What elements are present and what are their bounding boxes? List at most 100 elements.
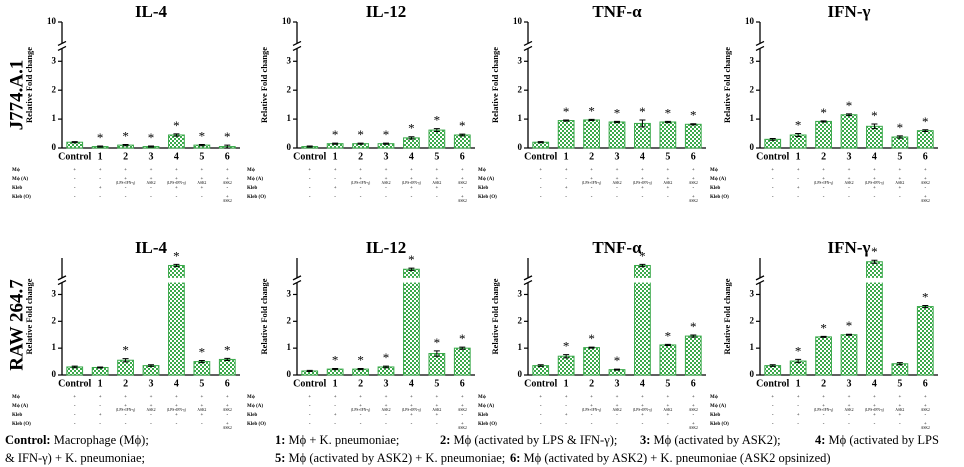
matrix-cell: + <box>565 413 568 418</box>
x-tick-label: 1 <box>564 151 569 162</box>
matrix-cell: - <box>772 177 774 182</box>
y-axis-label: Relative Fold change <box>490 278 500 354</box>
significance: * <box>665 328 672 343</box>
bar <box>91 366 109 376</box>
matrix-note: ASK2 <box>458 408 467 412</box>
error-bar <box>148 145 154 148</box>
matrix-note: (LPS+IFN-γ) <box>814 181 834 185</box>
matrix-cell: + <box>641 395 644 400</box>
matrix-cell: - <box>385 186 387 191</box>
significance: * <box>846 318 853 333</box>
matrix-note: ASK2 <box>895 408 904 412</box>
x-tick-label: Control <box>58 378 91 389</box>
matrix-cell: + <box>873 186 876 191</box>
bar <box>117 359 134 376</box>
matrix-note: ASK2 <box>613 181 622 185</box>
bar <box>142 365 160 376</box>
y-tick-label: 3 <box>287 55 292 65</box>
matrix-cell: - <box>540 186 542 191</box>
matrix-note: ASK2 <box>147 408 156 412</box>
matrix-cell: - <box>540 195 542 200</box>
matrix-cell: + <box>200 413 203 418</box>
y-tick-label: 1 <box>750 342 755 352</box>
axis-break <box>755 45 765 52</box>
bar <box>428 129 446 149</box>
significance: * <box>795 343 802 358</box>
matrix-note: ASK2 <box>458 199 467 203</box>
x-tick-label: 3 <box>847 151 852 162</box>
y-tick-label: 3 <box>52 289 57 299</box>
axis-break <box>57 275 67 281</box>
matrix-cell: - <box>150 413 152 418</box>
matrix-cell: + <box>175 404 178 409</box>
matrix-cell: - <box>125 195 127 200</box>
matrix-cell: + <box>461 404 464 409</box>
matrix-cell: - <box>150 422 152 427</box>
matrix-cell: + <box>797 395 800 400</box>
error-bar <box>459 133 466 137</box>
y-tick-label: 1 <box>750 113 755 123</box>
axis-break <box>755 275 765 281</box>
matrix-cell: - <box>616 413 618 418</box>
bar <box>840 334 858 376</box>
matrix-cell: + <box>99 413 102 418</box>
axis-break <box>57 40 67 47</box>
bar <box>659 121 677 149</box>
x-tick-label: Control <box>293 378 326 389</box>
matrix-note: ASK2 <box>458 181 467 185</box>
matrix-cell: - <box>360 186 362 191</box>
matrix-cell: + <box>385 404 388 409</box>
legend-entry: 3: Mϕ (activated by ASK2); <box>640 433 781 447</box>
significance: * <box>383 350 390 365</box>
legend-text: Mϕ (activated by LPS <box>825 433 939 447</box>
matrix-cell: + <box>435 404 438 409</box>
matrix-cell: + <box>73 168 76 173</box>
y-tick-label: 0 <box>52 369 57 379</box>
matrix-cell: + <box>226 422 229 427</box>
matrix-cell: - <box>334 404 336 409</box>
matrix-note: (LPS+IFN-γ) <box>116 181 136 185</box>
matrix-cell: + <box>334 186 337 191</box>
matrix-cell: - <box>360 195 362 200</box>
matrix-row-label: Mϕ (A) <box>478 404 494 409</box>
legend-key: 2: <box>440 433 450 447</box>
matrix-cell: + <box>692 195 695 200</box>
matrix-row-label: Kleb (O) <box>478 195 497 200</box>
error-bar <box>922 129 929 133</box>
matrix-row-label: Mϕ <box>478 168 486 173</box>
error-bar <box>769 137 776 141</box>
matrix-cell: + <box>461 395 464 400</box>
error-bar <box>537 141 544 144</box>
matrix-cell: + <box>616 168 619 173</box>
matrix-cell: + <box>435 177 438 182</box>
matrix-cell: - <box>309 413 311 418</box>
matrix-cell: - <box>411 422 413 427</box>
matrix-cell: + <box>666 168 669 173</box>
bar <box>840 114 858 149</box>
x-tick-label: 5 <box>665 151 670 162</box>
matrix-cell: + <box>692 177 695 182</box>
matrix-cell: - <box>591 195 593 200</box>
y-axis-label: Relative Fold change <box>722 278 732 354</box>
matrix-cell: + <box>924 404 927 409</box>
x-tick-label: 2 <box>123 151 128 162</box>
y-tick-label: 3 <box>750 55 755 65</box>
matrix-cell: - <box>772 422 774 427</box>
significance: * <box>199 344 206 359</box>
matrix-cell: + <box>308 395 311 400</box>
matrix-cell: + <box>461 195 464 200</box>
y-tick-label: 0 <box>518 142 523 152</box>
significance: * <box>871 244 878 259</box>
matrix-note: (LPS+IFN-γ) <box>402 181 422 185</box>
y-axis-label: Relative Fold change <box>24 278 34 354</box>
matrix-cell: - <box>309 195 311 200</box>
significance: * <box>459 331 466 346</box>
matrix-note: (LPS+IFN-γ) <box>402 408 422 412</box>
matrix-cell: + <box>616 404 619 409</box>
x-tick-label: 3 <box>384 151 389 162</box>
x-tick-label: 2 <box>358 378 363 389</box>
matrix-cell: - <box>540 177 542 182</box>
bar <box>891 363 909 376</box>
matrix-cell: - <box>616 186 618 191</box>
matrix-cell: + <box>461 422 464 427</box>
